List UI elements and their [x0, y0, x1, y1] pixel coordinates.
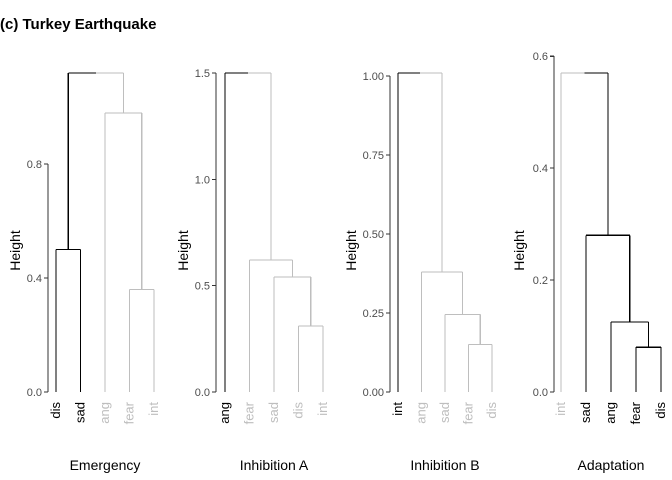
y-tick-label: 1.0 — [195, 174, 210, 186]
leaf-label: sad — [266, 402, 281, 423]
y-tick-label: 0.0 — [27, 387, 42, 399]
y-tick-label: 0.6 — [533, 51, 548, 63]
y-tick-label: 1.00 — [363, 71, 384, 83]
leaf-label: int — [315, 402, 330, 416]
leaf-label: dis — [484, 402, 499, 419]
leaf-label: ang — [414, 402, 429, 424]
leaf-label: dis — [291, 402, 306, 419]
leaf-label: int — [146, 402, 161, 416]
y-axis-title: Height — [7, 230, 23, 271]
leaf-label: ang — [97, 402, 112, 424]
y-axis-title: Height — [511, 230, 527, 271]
leaf-label: fear — [628, 401, 643, 424]
leaf-label: fear — [242, 401, 257, 424]
y-tick-label: 0.50 — [363, 229, 384, 241]
y-axis-title: Height — [175, 230, 191, 271]
y-tick-label: 0.25 — [363, 308, 384, 320]
leaf-label: fear — [461, 401, 476, 424]
leaf-label: fear — [122, 401, 137, 424]
figure-title: (c) Turkey Earthquake — [0, 16, 157, 33]
leaf-label: sad — [578, 402, 593, 423]
y-tick-label: 0.4 — [27, 273, 42, 285]
y-tick-label: 0.00 — [363, 387, 384, 399]
y-tick-label: 0.4 — [533, 163, 548, 175]
y-tick-label: 0.5 — [195, 281, 210, 293]
y-tick-label: 1.5 — [195, 68, 210, 80]
leaf-label: dis — [653, 402, 668, 419]
y-tick-label: 0.2 — [533, 275, 548, 287]
leaf-label: dis — [48, 402, 63, 419]
x-axis-title: Inhibition A — [240, 457, 309, 473]
leaf-label: int — [553, 402, 568, 416]
leaf-label: ang — [217, 402, 232, 424]
y-axis-title: Height — [343, 230, 359, 271]
y-tick-label: 0.75 — [363, 150, 384, 162]
leaf-label: int — [390, 402, 405, 416]
y-tick-label: 0.0 — [533, 387, 548, 399]
leaf-label: sad — [73, 402, 88, 423]
x-axis-title: Adaptation — [578, 457, 645, 473]
leaf-label: sad — [437, 402, 452, 423]
x-axis-title: Emergency — [70, 457, 141, 473]
x-axis-title: Inhibition B — [410, 457, 479, 473]
leaf-label: ang — [603, 402, 618, 424]
y-tick-label: 0.0 — [195, 387, 210, 399]
y-tick-label: 0.8 — [27, 159, 42, 171]
